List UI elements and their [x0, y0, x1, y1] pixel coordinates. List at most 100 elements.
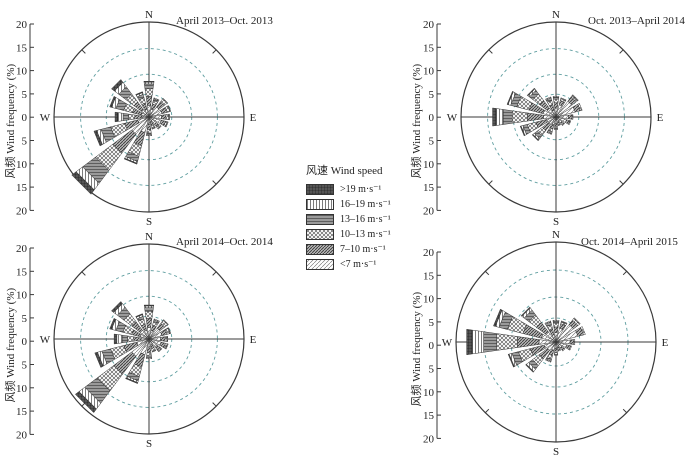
petal-segment [571, 94, 579, 102]
ring-tick [484, 270, 490, 276]
petal-segment [472, 329, 484, 355]
petal-segment [144, 305, 154, 308]
y-tick-label: 5 [22, 313, 28, 325]
cardinal-label: S [146, 216, 152, 228]
petal-segment [507, 353, 515, 368]
y-tick-label: 5 [22, 360, 28, 372]
y-tick-label: 20 [423, 433, 435, 445]
petal-segment [151, 126, 156, 130]
cardinal-label: E [657, 112, 664, 124]
petal-segment [165, 113, 169, 121]
y-tick-label: 10 [423, 294, 435, 306]
petal-segment [546, 131, 553, 135]
y-axis-label: 风频 Wind frequency (%) [3, 288, 17, 403]
petal-segment [167, 327, 172, 334]
petal-segment [552, 97, 560, 100]
legend-label: 10–13 m·s⁻¹ [340, 229, 391, 240]
ring-tick [619, 180, 624, 185]
petal-segment [145, 357, 153, 359]
petal-segment [109, 95, 116, 108]
petal-segment [520, 306, 531, 317]
ring-tick [212, 49, 217, 54]
petal-segment [553, 352, 559, 355]
petal-segment [519, 125, 526, 137]
petal-segment [527, 112, 544, 122]
petal-segment [135, 313, 144, 318]
petal-segment [75, 391, 97, 413]
petal-segment [164, 121, 169, 128]
y-tick-label: 5 [429, 317, 435, 329]
cardinal-label: N [145, 231, 153, 243]
petal-segment [164, 343, 169, 350]
petal-segment [568, 120, 572, 126]
petal-segment [128, 113, 135, 121]
petal-segment [506, 90, 514, 105]
petal-segment [146, 134, 152, 137]
ring-tick [81, 49, 86, 54]
petal-segment [145, 96, 153, 106]
petal-segment [146, 129, 152, 134]
petal-segment [545, 96, 552, 101]
cardinal-label: E [250, 334, 257, 346]
y-tick-label: 0 [429, 340, 435, 352]
y-tick-label: 15 [16, 406, 28, 418]
petal-segment [146, 123, 152, 130]
legend-title: 风速 Wind speed [306, 165, 383, 177]
petal-segment [517, 336, 540, 348]
y-tick-label: 0 [22, 336, 28, 348]
y-tick-label: 10 [423, 66, 435, 78]
legend-item: >19 m·s⁻¹ [306, 182, 416, 197]
petal-segment [167, 105, 172, 112]
petal-segment [122, 113, 129, 121]
legend-item: <7 m·s⁻¹ [306, 257, 416, 272]
petal-segment [121, 334, 128, 344]
y-tick-label: 10 [16, 159, 28, 171]
cardinal-label: S [146, 438, 152, 450]
panel-title: Oct. 2014–April 2015 [581, 236, 678, 248]
petal-segment [114, 111, 118, 123]
legend: 风速 Wind speed >19 m·s⁻¹ 16–19 m·s⁻¹ 13–1… [306, 162, 416, 272]
petal-segment [111, 79, 124, 92]
cardinal-label: S [553, 216, 559, 228]
y-tick-label: 20 [16, 429, 28, 441]
petal-segment [146, 346, 152, 353]
petal-segment [526, 87, 536, 97]
petal-segment [552, 320, 560, 322]
y-tick-label: 20 [423, 247, 435, 259]
ring-tick [212, 180, 217, 185]
y-tick-label: 20 [423, 205, 435, 217]
y-tick-label: 20 [16, 243, 28, 255]
legend-item: 10–13 m·s⁻¹ [306, 227, 416, 242]
y-tick-label: 10 [16, 383, 28, 395]
petal-segment [553, 322, 559, 328]
petal-segment [554, 126, 558, 129]
cardinal-label: E [250, 112, 257, 124]
petal-segment [573, 339, 576, 345]
ring-tick [619, 49, 624, 54]
petal-segment [111, 301, 123, 313]
petal-segment [71, 171, 95, 195]
petal-segment [557, 349, 562, 352]
petal-segment [125, 377, 139, 384]
ring-tick [81, 271, 86, 276]
petal-segment [144, 307, 154, 312]
y-tick-label: 5 [22, 136, 28, 148]
y-axis-label: 风频 Wind frequency (%) [3, 64, 17, 179]
cardinal-label: N [552, 9, 560, 21]
petal-segment [554, 348, 558, 353]
petal-segment [544, 358, 552, 363]
petal-segment [162, 319, 169, 326]
petal-segment [166, 336, 169, 342]
cardinal-label: W [40, 334, 51, 346]
y-tick-label: 5 [429, 89, 435, 101]
petal-segment [144, 83, 154, 89]
petal-segment [493, 308, 503, 327]
petal-segment [553, 353, 559, 356]
petal-segment [94, 351, 104, 368]
petal-segment [580, 326, 586, 336]
petal-segment [162, 97, 169, 104]
petal-segment [161, 114, 167, 120]
legend-label: 16–19 m·s⁻¹ [340, 199, 391, 210]
petal-segment [531, 134, 539, 142]
petal-segment [553, 98, 559, 103]
